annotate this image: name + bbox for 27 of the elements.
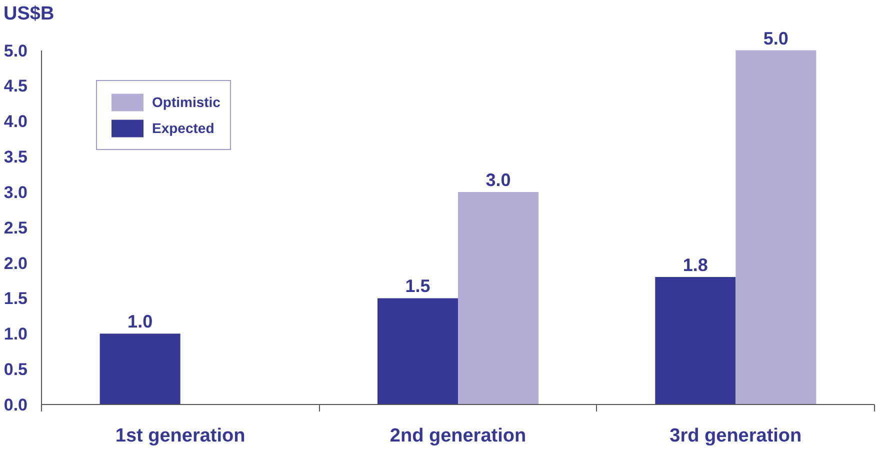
legend-label: Expected (152, 120, 214, 136)
x-tick-label: 1st generation (115, 426, 246, 446)
y-tick-label: 4.0 (4, 112, 28, 132)
bar (377, 298, 458, 404)
y-axis-title: US$B (4, 4, 54, 24)
bar (736, 50, 816, 404)
y-tick-label: 3.0 (4, 182, 28, 202)
y-tick-label: 0.5 (4, 360, 28, 380)
data-label: 5.0 (763, 28, 788, 48)
data-label: 1.0 (128, 312, 153, 332)
y-tick-label: 1.0 (4, 324, 28, 344)
legend-label: Optimistic (152, 94, 220, 110)
x-tick-label: 2nd generation (390, 426, 526, 446)
y-tick-label: 1.5 (4, 289, 28, 308)
bar (655, 276, 736, 404)
x-tick-label: 3rd generation (670, 426, 802, 446)
bar (458, 192, 539, 404)
y-tick-label: 2.5 (4, 218, 28, 238)
y-tick-label: 2.0 (4, 254, 28, 273)
y-tick-label: 5.0 (4, 41, 28, 60)
bar (100, 334, 180, 404)
y-tick-label: 3.5 (4, 148, 28, 167)
data-label: 3.0 (486, 170, 511, 190)
y-tick-label: 4.5 (4, 76, 28, 96)
data-label: 1.5 (405, 276, 430, 296)
y-tick-label: 0.0 (4, 396, 28, 414)
data-label: 1.8 (682, 254, 708, 275)
